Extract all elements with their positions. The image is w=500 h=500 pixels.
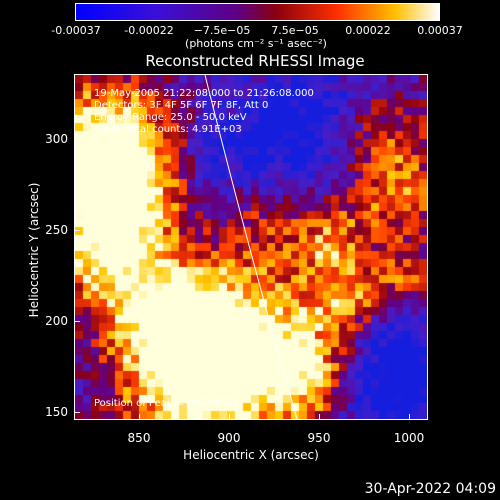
x-tick-label: 850 [127,431,151,445]
colorbar [75,3,440,21]
colorbar-unit-label: (photons cm⁻² s⁻¹ asec⁻²) [185,37,327,50]
y-tick-label: 250 [45,223,68,237]
x-tick-label: 950 [307,431,331,445]
x-tick-mark [139,414,140,420]
y-tick-mark [74,230,80,231]
y-tick-mark [74,139,80,140]
limb-curve [204,75,298,419]
x-tick-mark [229,414,230,420]
info-time-range: 19-May-2005 21:22:08.000 to 21:26:08.000 [94,88,314,99]
y-tick-mark [74,321,80,322]
info-clean-counts: Clean Total counts: 4.91E+03 [94,124,242,135]
colorbar-tick-label: -0.00037 [51,24,101,37]
plot-frame [74,74,428,420]
colorbar-tick-label: -0.00022 [124,24,174,37]
x-tick-label: 1000 [393,431,425,445]
timestamp: 30-Apr-2022 04:09 [364,481,496,497]
info-energy-range: Energy Range: 25.0 - 50.0 keV [94,112,247,123]
info-detectors: Detectors: 3F 4F 5F 6F 7F 8F, Att 0 [94,100,269,111]
y-tick-mark [74,412,80,413]
peak-position-label: Position of Peak = [842,272] [94,398,237,409]
plot-title: Reconstructed RHESSI Image [145,52,365,70]
y-tick-label: 300 [45,132,68,146]
heatmap-image [75,75,427,419]
y-axis-label: Heliocentric Y (arcsec) [27,182,41,318]
y-tick-label: 150 [45,405,68,419]
colorbar-tick-label: 0.00037 [417,24,463,37]
colorbar-tick-label: 7.5e−05 [271,24,319,37]
x-tick-mark [319,414,320,420]
colorbar-tick-label: 0.00022 [345,24,391,37]
x-tick-label: 900 [217,431,241,445]
x-axis-label: Heliocentric X (arcsec) [183,448,319,462]
colorbar-tick-label: −7.5e−05 [193,24,251,37]
x-tick-mark [409,414,410,420]
y-tick-label: 200 [45,314,68,328]
